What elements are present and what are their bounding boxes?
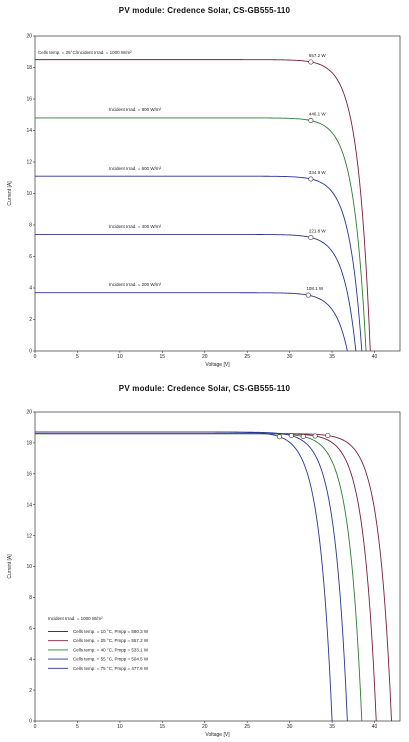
- mpp-power-label: 334.9 W: [309, 170, 327, 175]
- iv-chart-temperature: PV module: Credence Solar, CS-GB555-110 …: [0, 378, 409, 742]
- y-tick-label: 16: [26, 97, 32, 103]
- y-tick-label: 0: [29, 719, 32, 725]
- curve-label: Incident Irrad. = 200 W/m²: [109, 282, 162, 287]
- y-tick-label: 4: [29, 657, 32, 663]
- y-axis-label: Current [A]: [7, 554, 13, 579]
- mpp-power-label: 446.1 W: [309, 112, 327, 117]
- x-tick-label: 35: [329, 354, 335, 360]
- x-tick-label: 20: [202, 724, 208, 730]
- series-line: [35, 292, 348, 351]
- x-tick-label: 0: [34, 724, 37, 730]
- y-tick-label: 20: [26, 34, 32, 40]
- x-tick-label: 5: [76, 724, 79, 730]
- curve-label: Incident Irrad. = 400 W/m²: [109, 224, 162, 229]
- x-tick-label: 40: [372, 724, 378, 730]
- y-tick-label: 8: [29, 595, 32, 601]
- plot-frame: [34, 411, 401, 722]
- y-tick-label: 12: [26, 160, 32, 166]
- y-tick-label: 14: [26, 502, 32, 508]
- y-tick-label: 14: [26, 128, 32, 134]
- y-tick-label: 6: [29, 626, 32, 632]
- mpp-marker: [308, 59, 314, 65]
- y-tick-label: 6: [29, 254, 32, 260]
- legend-entry: Cells temp. = 55 °C, Pmpp = 504.5 W: [73, 657, 149, 662]
- x-tick-label: 15: [160, 354, 166, 360]
- y-axis-label: Current [A]: [7, 181, 13, 206]
- x-tick-label: 10: [117, 724, 123, 730]
- series-line: [35, 433, 363, 721]
- curve-label: Incident Irrad. = 800 W/m²: [109, 107, 162, 112]
- x-tick-label: 25: [244, 724, 250, 730]
- curve-label: Cells temp. = 25°C/Incident Irrad. = 100…: [38, 50, 132, 55]
- x-axis-label: Voltage [V]: [205, 732, 230, 738]
- x-tick-label: 5: [76, 354, 79, 360]
- y-tick-label: 16: [26, 472, 32, 478]
- mpp-marker: [288, 433, 294, 439]
- legend-entry: Cells temp. = 25 °C, Pmpp = 557.2 W: [73, 638, 149, 643]
- series-line: [35, 175, 363, 351]
- x-axis-label: Voltage [V]: [205, 362, 230, 368]
- mpp-power-label: 557.2 W: [309, 53, 327, 58]
- x-tick-label: 30: [287, 724, 293, 730]
- x-tick-label: 40: [372, 354, 378, 360]
- iv-chart-irradiance: PV module: Credence Solar, CS-GB555-110 …: [7, 6, 401, 368]
- y-tick-label: 18: [26, 65, 32, 71]
- chart-title: PV module: Credence Solar, CS-GB555-110: [118, 384, 291, 393]
- x-tick-label: 10: [117, 354, 123, 360]
- x-tick-label: 35: [329, 724, 335, 730]
- x-tick-label: 20: [202, 354, 208, 360]
- y-tick-label: 8: [29, 223, 32, 229]
- x-tick-label: 25: [244, 354, 250, 360]
- mpp-marker: [305, 292, 311, 298]
- mpp-marker: [312, 433, 318, 439]
- legend-entry: Cells temp. = 75 °C, Pmpp = 477.6 W: [73, 666, 149, 671]
- curve-label: Incident Irrad. = 600 W/m²: [109, 166, 162, 171]
- mpp-power-label: 221.8 W: [309, 228, 327, 233]
- legend-title: Incident Irrad. = 1000 W/m²: [48, 616, 103, 621]
- series-line: [35, 59, 371, 351]
- chart-title: PV module: Credence Solar, CS-GB555-110: [118, 6, 291, 15]
- y-tick-label: 2: [29, 317, 32, 323]
- y-tick-label: 10: [26, 564, 32, 570]
- chart-plot-area: 0 5 10 15 20 25 30 35 40 0 2 4 6 8 10 12 14 16 18 20 Voltage…: [7, 410, 401, 738]
- mpp-marker: [308, 234, 314, 240]
- chart-plot-area: 0 5 10 15 20 25 30 35 40 0 2 4 6 8 10 12 14 16 18 20 Voltage…: [7, 34, 401, 368]
- mpp-marker: [276, 434, 282, 440]
- mpp-marker: [308, 118, 314, 124]
- x-tick-label: 15: [160, 724, 166, 730]
- mpp-marker: [325, 433, 331, 439]
- mpp-marker: [300, 434, 306, 440]
- plot-frame: [34, 35, 401, 352]
- y-tick-label: 10: [26, 191, 32, 197]
- y-tick-label: 0: [29, 349, 32, 355]
- series-line: [35, 234, 357, 351]
- legend-entry: Cells temp. = 10 °C, Pmpp = 580.3 W: [73, 629, 149, 634]
- mpp-marker: [308, 176, 314, 182]
- legend-entry: Cells temp. = 40 °C, Pmpp = 533.1 W: [73, 647, 149, 652]
- x-tick-label: 30: [287, 354, 293, 360]
- series-line: [35, 431, 333, 721]
- mpp-power-label: 108.1 W: [306, 286, 324, 291]
- y-tick-label: 4: [29, 286, 32, 292]
- x-tick-label: 0: [34, 354, 37, 360]
- y-tick-label: 20: [26, 410, 32, 416]
- y-tick-label: 12: [26, 533, 32, 539]
- y-tick-label: 18: [26, 441, 32, 447]
- y-tick-label: 2: [29, 688, 32, 694]
